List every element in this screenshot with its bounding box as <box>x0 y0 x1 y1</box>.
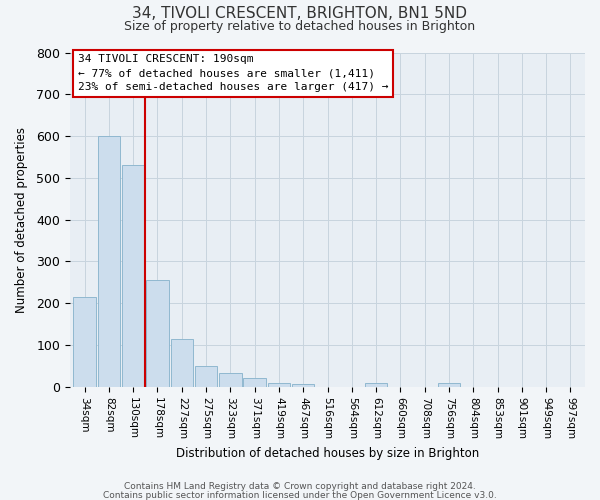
Bar <box>219 373 242 387</box>
Bar <box>365 384 387 387</box>
X-axis label: Distribution of detached houses by size in Brighton: Distribution of detached houses by size … <box>176 447 479 460</box>
Y-axis label: Number of detached properties: Number of detached properties <box>15 126 28 312</box>
Text: Size of property relative to detached houses in Brighton: Size of property relative to detached ho… <box>124 20 476 33</box>
Bar <box>122 166 145 387</box>
Bar <box>170 339 193 387</box>
Bar <box>292 384 314 387</box>
Bar <box>268 382 290 387</box>
Bar <box>195 366 217 387</box>
Text: 34, TIVOLI CRESCENT, BRIGHTON, BN1 5ND: 34, TIVOLI CRESCENT, BRIGHTON, BN1 5ND <box>133 6 467 20</box>
Bar <box>98 136 120 387</box>
Bar <box>438 384 460 387</box>
Text: 34 TIVOLI CRESCENT: 190sqm
← 77% of detached houses are smaller (1,411)
23% of s: 34 TIVOLI CRESCENT: 190sqm ← 77% of deta… <box>78 54 388 92</box>
Text: Contains HM Land Registry data © Crown copyright and database right 2024.: Contains HM Land Registry data © Crown c… <box>124 482 476 491</box>
Bar <box>244 378 266 387</box>
Bar <box>146 280 169 387</box>
Bar <box>73 297 96 387</box>
Text: Contains public sector information licensed under the Open Government Licence v3: Contains public sector information licen… <box>103 490 497 500</box>
